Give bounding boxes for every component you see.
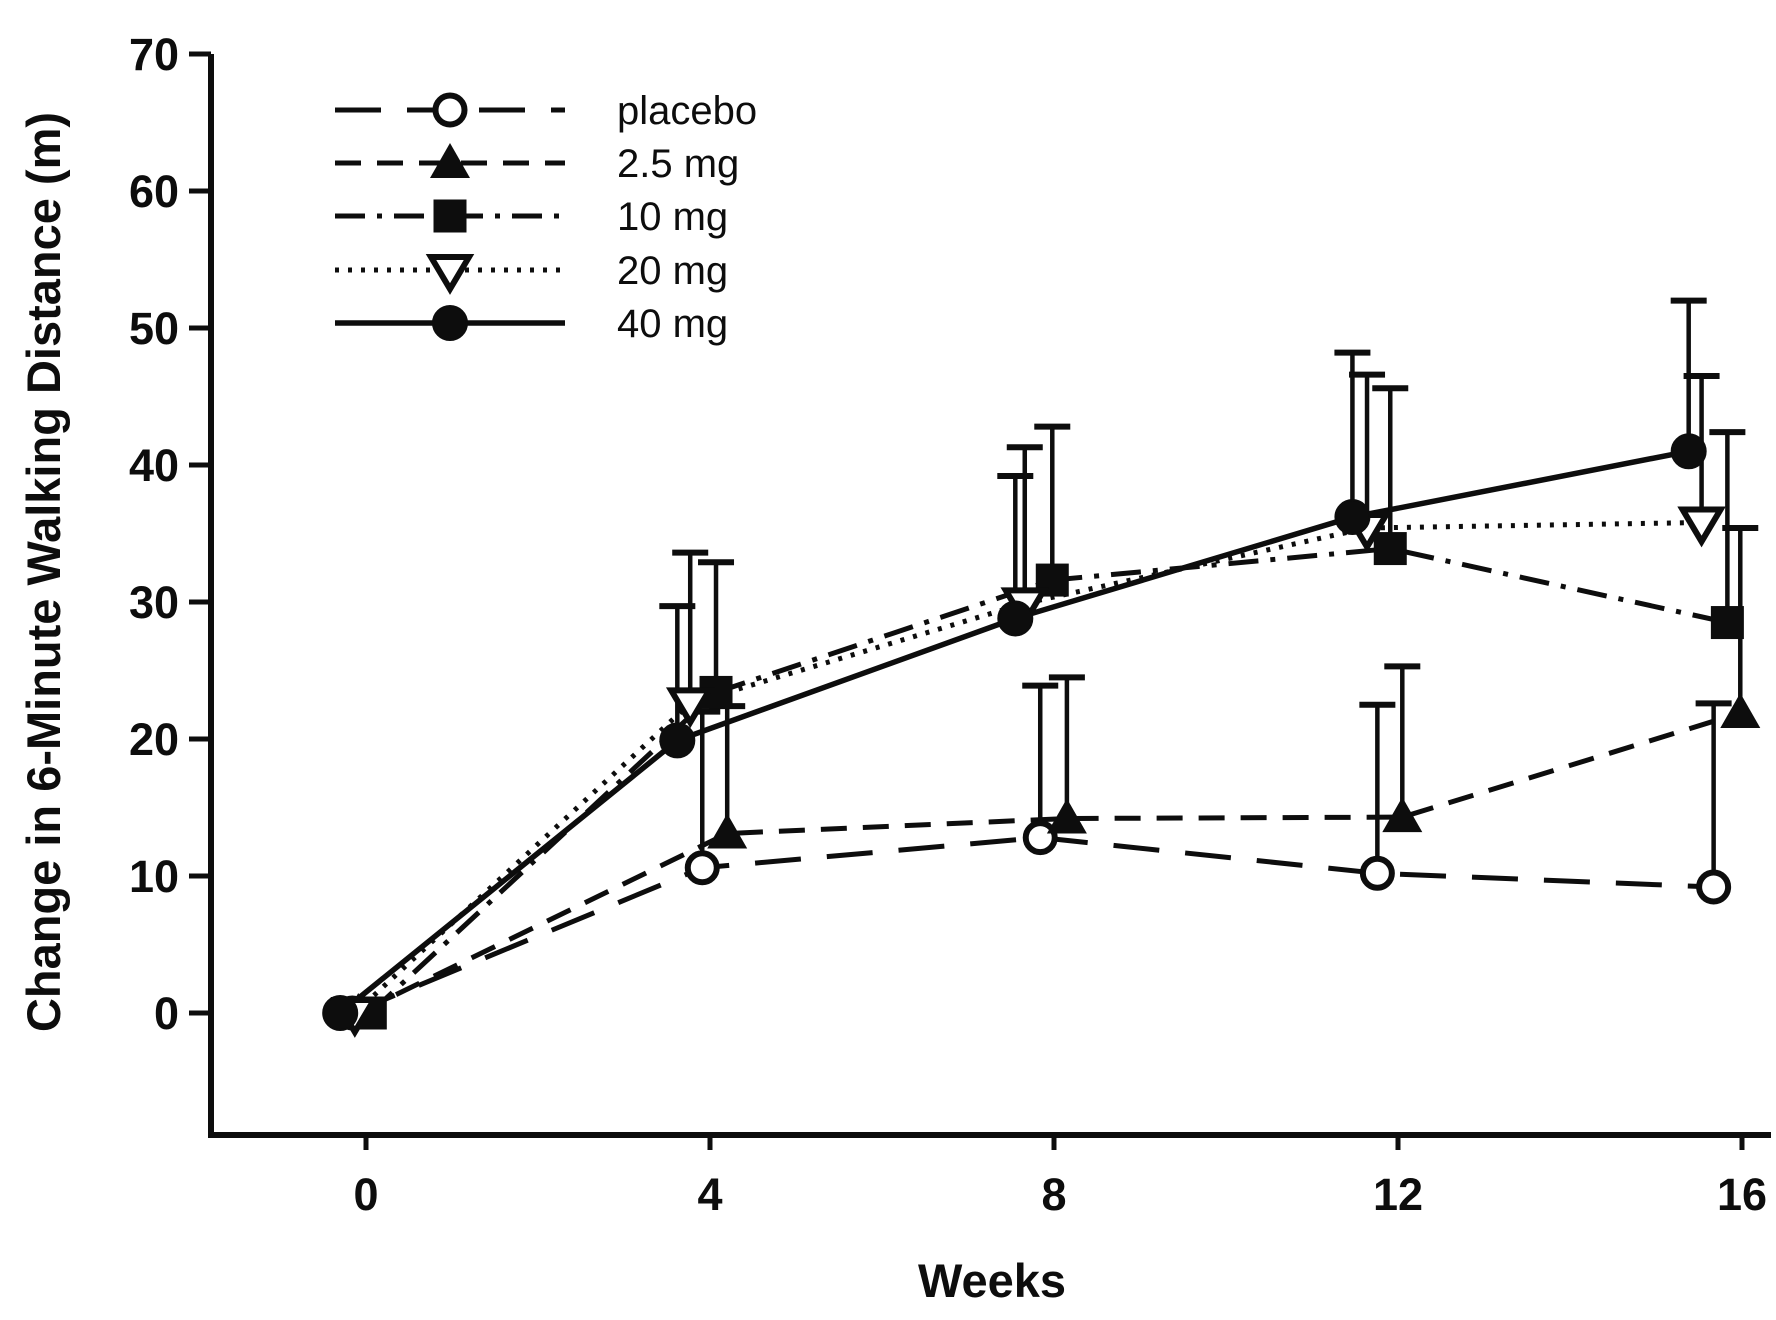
data-point-2-5-mg-week-8 [1046, 798, 1087, 834]
legend-item-placebo: placebo [335, 89, 757, 133]
data-point-10-mg-week-16 [1710, 606, 1744, 640]
x-tick-label: 12 [1373, 1169, 1423, 1220]
legend-item-10-mg: 10 mg [335, 195, 728, 239]
data-point-2-5-mg-week-16 [1720, 692, 1761, 728]
y-axis-title: Change in 6-Minute Walking Distance (m) [17, 112, 70, 1032]
x-tick-label: 16 [1717, 1169, 1767, 1220]
data-point-40-mg-week-8 [997, 600, 1034, 637]
legend-label: 10 mg [617, 195, 728, 239]
legend-label: 20 mg [617, 249, 728, 293]
legend-item-40-mg: 40 mg [335, 302, 728, 346]
legend-marker-open-circle [432, 92, 468, 128]
error-bar-10-mg [1034, 423, 1071, 581]
legend-layer: placebo 2.5 mg 10 mg 20 mg 40 mg [335, 89, 757, 346]
y-tick-label: 60 [129, 166, 179, 217]
y-tick-label: 0 [154, 988, 179, 1039]
error-bar-2-5-mg [1384, 663, 1421, 818]
error-bar-20-mg [672, 549, 709, 704]
legend-label: 2.5 mg [617, 142, 739, 186]
error-bar-40-mg [1670, 297, 1707, 452]
y-tick-label: 30 [129, 577, 179, 628]
data-point-40-mg-week-12 [1334, 499, 1371, 536]
error-bar-placebo [1022, 682, 1059, 838]
data-point-20-mg-week-4 [665, 687, 715, 729]
error-bar-placebo [1695, 700, 1732, 887]
error-bar-2-5-mg [1048, 674, 1085, 819]
data-point-placebo-week-16 [1696, 869, 1732, 905]
error-bar-placebo [1359, 701, 1396, 874]
legend-marker-filled-triangle-up [430, 143, 470, 178]
error-bar-10-mg [698, 559, 735, 693]
legend-marker-filled-square [433, 199, 467, 233]
legend-marker-filled-circle [432, 305, 468, 341]
data-point-40-mg-week-16 [1670, 433, 1707, 470]
data-point-placebo-week-12 [1359, 855, 1395, 891]
series-layer [322, 297, 1761, 1038]
series-line-2-5-mg [357, 710, 1742, 1016]
data-point-20-mg-week-16 [1677, 506, 1726, 548]
y-tick-label: 70 [129, 29, 179, 80]
series-line-10-mg [368, 546, 1728, 1015]
y-tick-label: 40 [129, 440, 179, 491]
x-tick-label: 4 [697, 1169, 722, 1220]
error-bar-40-mg [1334, 349, 1371, 518]
error-bar-40-mg [659, 603, 696, 741]
data-point-40-mg-week-4 [659, 722, 696, 759]
legend-label: placebo [617, 89, 757, 133]
series-line-placebo [351, 835, 1714, 1016]
data-point-placebo-week-4 [684, 850, 720, 886]
x-tick-label: 0 [353, 1169, 378, 1220]
error-bar-20-mg [1349, 371, 1386, 529]
data-point-40-mg-week-0 [322, 995, 359, 1031]
x-axis-title: Weeks [918, 1254, 1066, 1307]
legend-label: 40 mg [617, 302, 728, 346]
axes-layer: 0 10 20 30 40 50 60 70 0 4 8 12 16 [129, 29, 1771, 1220]
data-point-2-5-mg-week-12 [1382, 797, 1423, 833]
y-tick-label: 20 [129, 714, 179, 765]
data-point-10-mg-week-12 [1373, 532, 1407, 566]
error-bar-10-mg [1709, 429, 1746, 623]
error-bar-10-mg [1372, 385, 1409, 549]
y-tick-label: 10 [129, 851, 179, 902]
y-tick-label: 50 [129, 303, 179, 354]
data-point-placebo-week-8 [1022, 820, 1058, 856]
legend-item-2-5-mg: 2.5 mg [335, 142, 739, 186]
data-point-2-5-mg-week-4 [707, 813, 748, 849]
x-tick-label: 8 [1041, 1169, 1066, 1220]
legend-marker-open-triangle-down [425, 254, 475, 295]
legend-item-20-mg: 20 mg [335, 249, 728, 295]
